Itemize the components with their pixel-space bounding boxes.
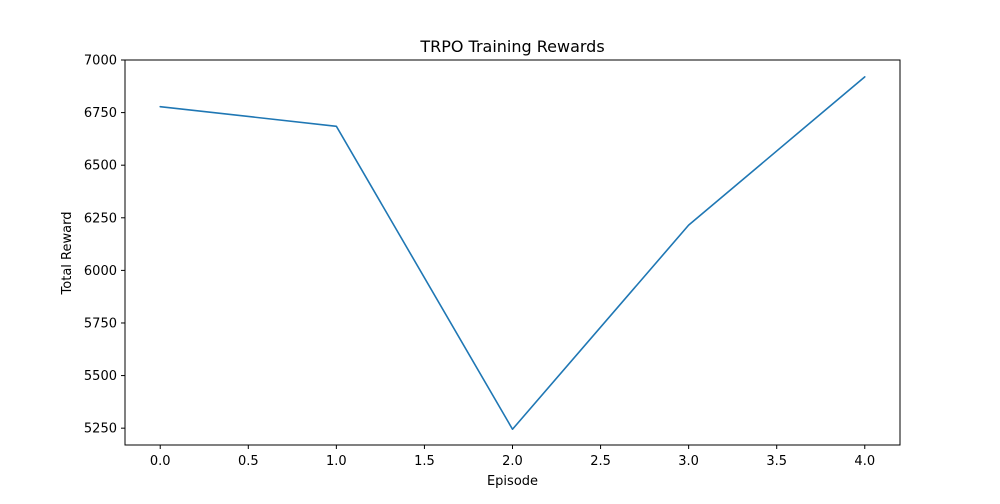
plot-area xyxy=(125,60,900,445)
y-axis: 5250 5500 5750 6000 6250 6500 6750 7000 xyxy=(84,54,125,437)
y-tick-label: 5250 xyxy=(84,422,117,437)
series-line-0 xyxy=(160,77,865,429)
y-tick-label: 7000 xyxy=(84,54,117,69)
x-axis-label: Episode xyxy=(487,474,538,489)
x-tick-label: 0.5 xyxy=(238,454,259,469)
series-layer xyxy=(160,77,865,429)
chart-title: TRPO Training Rewards xyxy=(419,37,604,56)
y-axis-label: Total Reward xyxy=(60,212,75,296)
y-tick-label: 6750 xyxy=(84,106,117,121)
y-tick-label: 6250 xyxy=(84,211,117,226)
plot-frame xyxy=(125,60,900,445)
y-tick-label: 5500 xyxy=(84,369,117,384)
x-tick-label: 3.0 xyxy=(678,454,699,469)
x-tick-label: 2.0 xyxy=(502,454,523,469)
x-axis: 0.0 0.5 1.0 1.5 2.0 2.5 3.0 3.5 4.0 xyxy=(150,445,875,469)
y-tick-label: 5750 xyxy=(84,316,117,331)
x-tick-label: 0.0 xyxy=(150,454,171,469)
y-tick-label: 6500 xyxy=(84,159,117,174)
x-tick-label: 4.0 xyxy=(854,454,875,469)
x-tick-label: 1.5 xyxy=(414,454,435,469)
y-tick-label: 6000 xyxy=(84,264,117,279)
x-tick-label: 2.5 xyxy=(590,454,611,469)
x-tick-label: 3.5 xyxy=(766,454,787,469)
x-tick-label: 1.0 xyxy=(326,454,347,469)
